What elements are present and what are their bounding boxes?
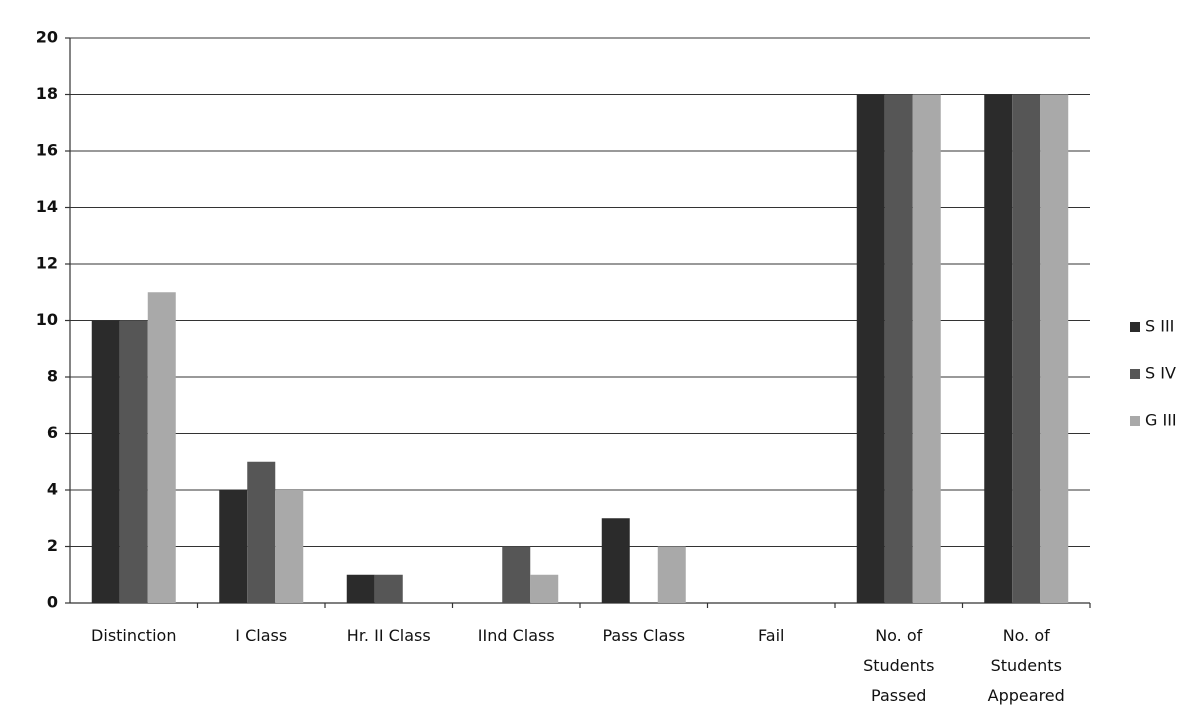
y-tick-label: 2: [47, 536, 58, 555]
bar: [147, 292, 176, 603]
bar: [91, 320, 120, 603]
bar: [912, 94, 941, 603]
y-tick-label: 8: [47, 367, 58, 386]
bar: [1012, 94, 1041, 603]
x-tick-label: Fail: [758, 626, 784, 645]
bar: [856, 94, 885, 603]
bar: [119, 320, 148, 603]
bar: [984, 94, 1013, 603]
x-tick-label: Distinction: [91, 626, 176, 645]
y-tick-label: 14: [36, 197, 58, 216]
bar: [219, 490, 248, 603]
bar: [275, 490, 304, 603]
legend-label: G III: [1145, 411, 1177, 430]
x-tick-label: No. of Students Appeared: [988, 626, 1065, 705]
y-tick-label: 4: [47, 480, 58, 499]
x-tick-label: No. of Students Passed: [863, 626, 934, 705]
bar: [374, 574, 403, 603]
y-tick-label: 18: [36, 84, 58, 103]
y-tick-label: 20: [36, 28, 58, 47]
y-tick-label: 0: [47, 593, 58, 612]
legend-swatch: [1130, 322, 1140, 332]
bar: [657, 546, 686, 603]
bar: [601, 518, 630, 603]
y-tick-label: 10: [36, 310, 58, 329]
legend-swatch: [1130, 416, 1140, 426]
legend-label: S III: [1145, 317, 1174, 336]
bar: [346, 574, 375, 603]
bar: [502, 546, 531, 603]
y-tick-label: 16: [36, 141, 58, 160]
x-tick-label: I Class: [235, 626, 287, 645]
bar: [247, 461, 276, 603]
y-tick-label: 6: [47, 423, 58, 442]
y-tick-label: 12: [36, 254, 58, 273]
x-tick-label: Hr. II Class: [347, 626, 431, 645]
bar: [530, 574, 559, 603]
x-tick-label: Pass Class: [602, 626, 685, 645]
legend-label: S IV: [1145, 364, 1176, 383]
legend-swatch: [1130, 369, 1140, 379]
bar: [1040, 94, 1069, 603]
bar: [884, 94, 913, 603]
x-tick-label: IInd Class: [478, 626, 555, 645]
